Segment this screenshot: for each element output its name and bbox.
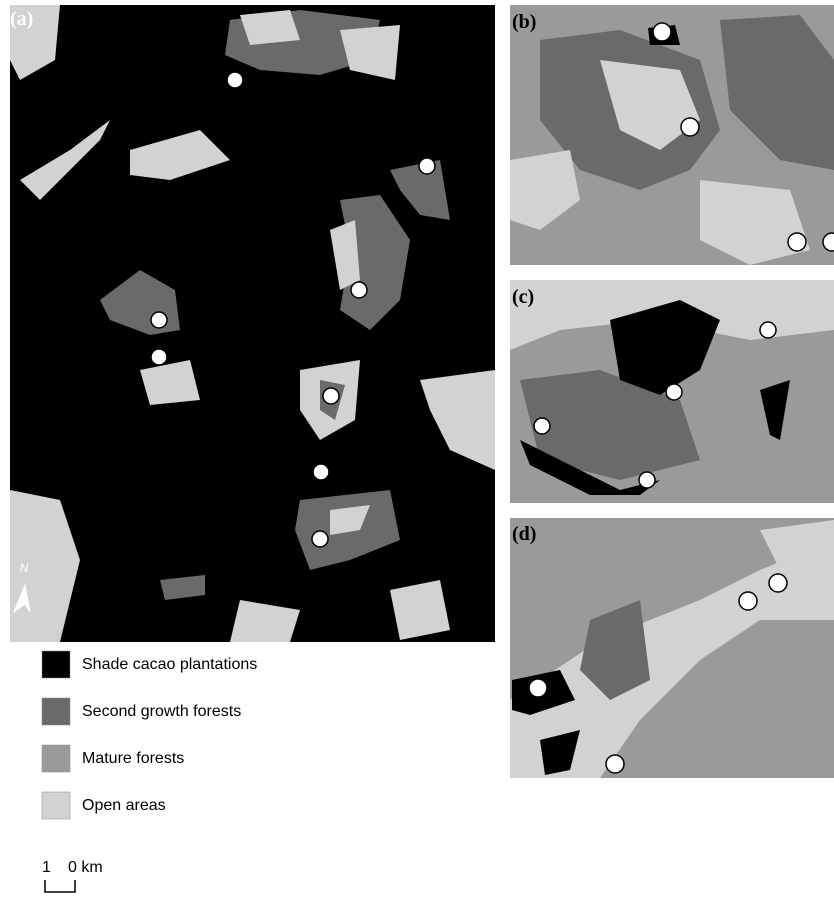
legend-label: Open areas — [82, 797, 166, 814]
map-panel-b — [510, 5, 834, 265]
panel-label: (a) — [10, 8, 33, 30]
map-panel-a — [10, 5, 495, 642]
north-label: N — [20, 561, 29, 575]
map-panel-d — [510, 518, 834, 778]
scale-bar: 1 0 km — [42, 859, 103, 893]
panel-label: (b) — [512, 11, 536, 33]
legend-swatch — [41, 697, 71, 726]
legend-label: Shade cacao plantations — [82, 656, 257, 673]
panel-label: (d) — [512, 523, 536, 545]
legend: Shade cacao plantations Second growth for… — [41, 650, 257, 820]
scale-left: 1 — [42, 859, 51, 876]
map-panel-c — [510, 280, 834, 503]
legend-label: Second growth forests — [82, 703, 241, 720]
panel-label: (c) — [512, 286, 534, 308]
scale-right: 0 km — [68, 859, 103, 876]
legend-swatch — [41, 791, 71, 820]
legend-swatch — [41, 744, 71, 773]
legend-swatch — [41, 650, 71, 679]
panel-labels: (a) (b) (c) (d) — [10, 8, 536, 545]
legend-label: Mature forests — [82, 750, 184, 767]
